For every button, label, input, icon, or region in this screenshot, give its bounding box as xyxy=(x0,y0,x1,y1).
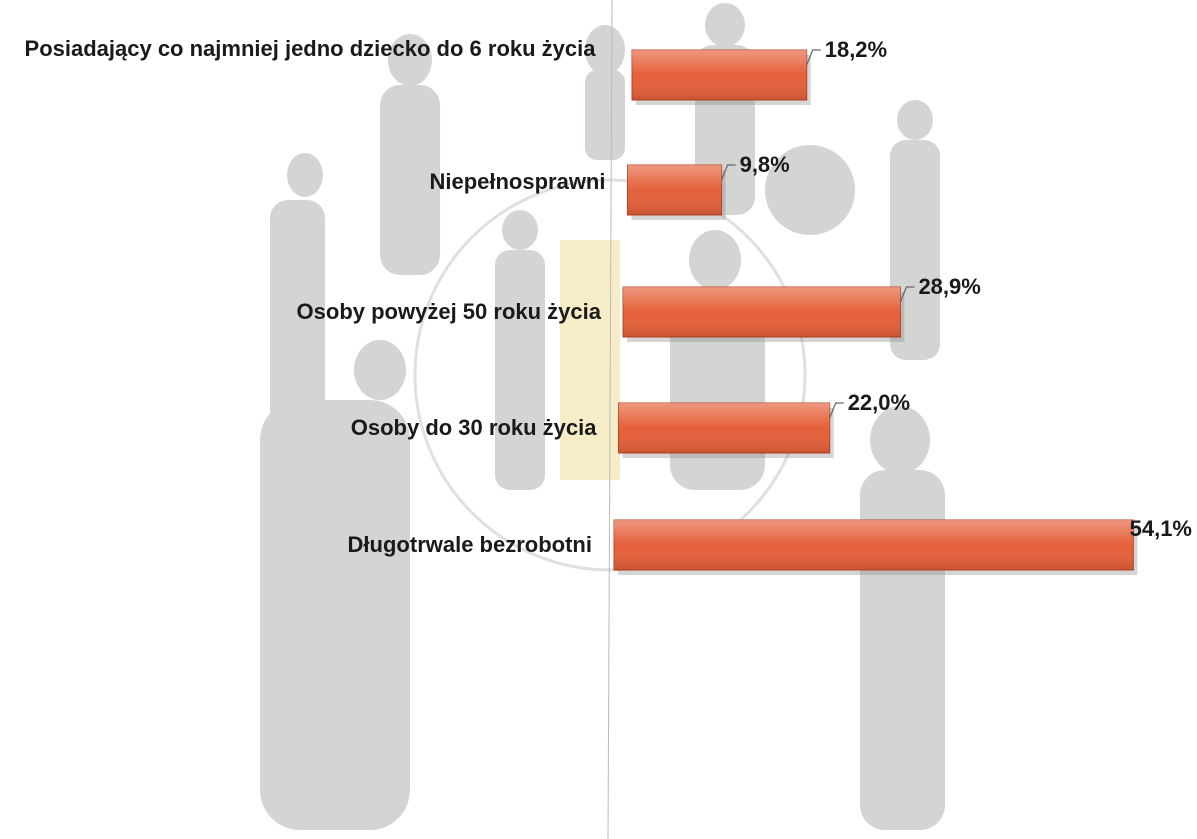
category-label: Osoby powyżej 50 roku życia xyxy=(296,299,601,324)
leader-line xyxy=(806,49,821,66)
category-label: Niepełnosprawni xyxy=(429,169,606,194)
value-label: 28,9% xyxy=(918,274,980,299)
bar-shine xyxy=(623,287,901,337)
category-label: Posiadający co najmniej jedno dziecko do… xyxy=(24,36,596,61)
value-label: 22,0% xyxy=(848,390,910,415)
divider xyxy=(607,0,613,839)
value-label: 9,8% xyxy=(740,152,790,177)
value-label: 18,2% xyxy=(825,37,887,62)
leader-line xyxy=(721,164,736,181)
bar-shine xyxy=(627,165,722,215)
category-label: Osoby do 30 roku życia xyxy=(350,415,597,440)
background-circle xyxy=(413,178,807,572)
bar-shine xyxy=(618,403,830,453)
bar-shine xyxy=(614,520,1134,570)
category-label: Długotrwale bezrobotni xyxy=(347,532,592,557)
leader-line xyxy=(829,402,844,419)
bar-shine xyxy=(632,50,807,100)
leader-line xyxy=(899,286,915,303)
value-label: 54,1% xyxy=(1130,516,1192,541)
